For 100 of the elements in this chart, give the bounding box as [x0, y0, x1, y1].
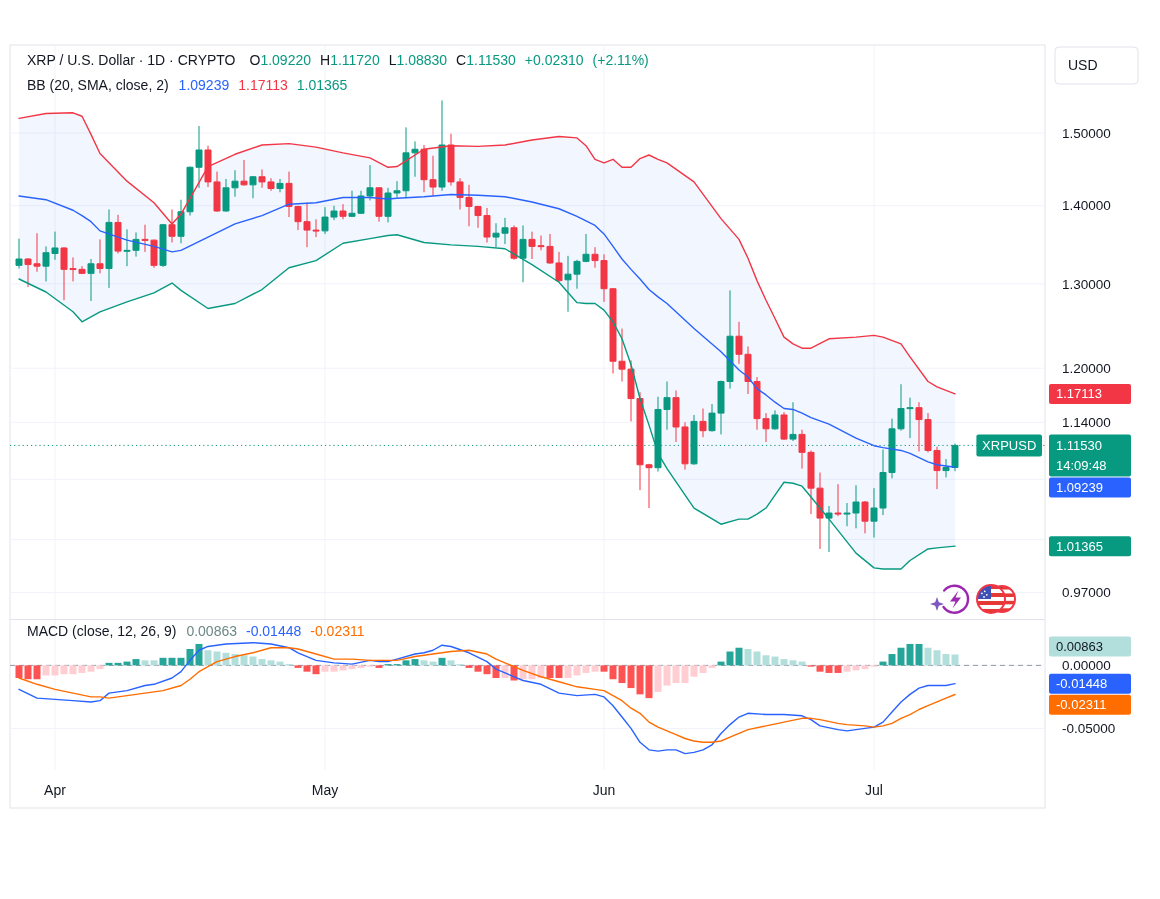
candlestick	[834, 483, 842, 517]
bar	[483, 665, 491, 675]
bar	[744, 648, 752, 666]
axis-tag: 1.11530 14:09:48	[1049, 434, 1131, 477]
axis-tag: 0.00863	[1049, 636, 1131, 657]
bar	[861, 665, 869, 670]
bar	[294, 665, 302, 668]
bar	[825, 665, 833, 673]
bar	[177, 657, 185, 666]
symbol-tag: XRPUSD	[976, 434, 1042, 457]
bar	[564, 665, 572, 678]
candlestick	[861, 500, 869, 534]
candlestick	[96, 238, 104, 274]
currency-button: USD	[1054, 46, 1139, 85]
annotation: 0.00863	[186, 623, 238, 639]
bar	[582, 665, 590, 673]
candlestick	[699, 408, 707, 438]
bar	[546, 665, 554, 678]
bar	[591, 665, 599, 672]
bar	[780, 659, 788, 666]
text: O1.09220 H1.11720 L1.08830 C1.11530 +0.02310 (+2.11%)	[249, 52, 649, 68]
bar	[690, 665, 698, 677]
bar	[42, 665, 50, 676]
candlestick	[276, 178, 284, 193]
bar	[447, 660, 455, 666]
bar	[951, 654, 959, 666]
candlestick	[942, 458, 950, 478]
bar	[168, 657, 176, 666]
bar	[735, 647, 743, 666]
bar	[852, 665, 860, 671]
y-tick-label: 1.30000	[1062, 276, 1111, 292]
bar	[312, 665, 320, 675]
bar	[420, 660, 428, 666]
x-tick-label: Apr	[44, 782, 67, 798]
bar	[240, 655, 248, 666]
x-tick-label: Jun	[592, 782, 616, 798]
bar	[555, 665, 563, 678]
bar	[474, 665, 482, 672]
candlestick	[114, 214, 122, 254]
bar	[816, 665, 824, 672]
bar	[834, 665, 842, 673]
candlestick	[87, 258, 95, 302]
bar	[906, 643, 914, 666]
bar	[924, 647, 932, 666]
x-tick-label: Jul	[865, 782, 883, 798]
candlestick	[771, 409, 779, 431]
bar	[915, 643, 923, 666]
bar	[465, 665, 473, 668]
bar	[258, 659, 266, 666]
bar	[159, 657, 167, 666]
bar	[636, 665, 644, 695]
bar	[888, 654, 896, 666]
annotation: 1.09239	[178, 77, 230, 93]
bar	[672, 665, 680, 684]
candlestick	[240, 159, 248, 187]
bar	[24, 665, 32, 680]
bar	[942, 654, 950, 666]
bar	[60, 665, 68, 675]
bar	[51, 665, 59, 676]
candlestick	[780, 411, 788, 441]
bar	[249, 656, 257, 666]
legend-title: BB (20, SMA, close, 2)	[27, 77, 169, 93]
bar	[681, 665, 689, 684]
candlestick	[339, 203, 347, 220]
bar	[762, 655, 770, 666]
y-tick-label: 1.14000	[1062, 415, 1111, 431]
candlestick	[159, 223, 167, 268]
y-tick-label: 1.50000	[1062, 125, 1111, 141]
bar	[897, 647, 905, 666]
candlestick	[510, 224, 518, 261]
axis-tag: 1.01365	[1049, 536, 1131, 557]
candlestick	[789, 401, 797, 442]
line-series	[18, 193, 956, 468]
candlestick	[438, 99, 446, 192]
bar	[87, 665, 95, 672]
bar	[267, 660, 275, 666]
bar	[348, 665, 356, 670]
bar	[654, 665, 662, 692]
y-tick-label: -0.05000	[1062, 721, 1116, 737]
bar	[411, 659, 419, 666]
y-tick-label: 0.00000	[1062, 658, 1111, 674]
annotation: 1.01365	[296, 77, 348, 93]
bar	[573, 665, 581, 676]
axis-tag: 1.17113	[1049, 383, 1131, 404]
legend-title: MACD (close, 12, 26, 9)	[27, 623, 177, 639]
axis-tag: 1.09239	[1049, 477, 1131, 498]
bar	[15, 665, 23, 678]
candlestick	[105, 209, 113, 289]
y-tick-label: 0.97000	[1062, 585, 1111, 601]
axis-tag: -0.01448	[1049, 673, 1131, 694]
bar	[132, 659, 140, 666]
bar	[708, 665, 716, 668]
bar	[375, 665, 383, 668]
y-tick-label: 1.20000	[1062, 360, 1111, 376]
line-series	[18, 647, 956, 743]
bar	[789, 660, 797, 666]
candlestick	[15, 238, 23, 270]
bar	[663, 665, 671, 686]
line-series	[18, 112, 956, 395]
bar	[609, 665, 617, 680]
